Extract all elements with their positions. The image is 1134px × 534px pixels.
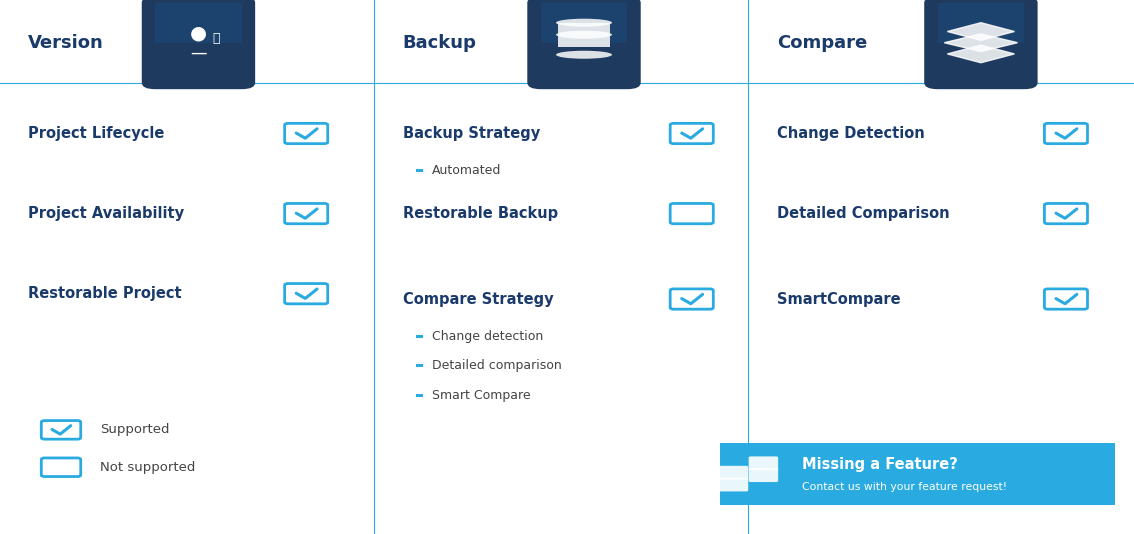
Text: —: — — [191, 44, 206, 62]
FancyBboxPatch shape — [41, 458, 81, 476]
Text: Not supported: Not supported — [100, 461, 195, 474]
Polygon shape — [947, 22, 1015, 40]
FancyBboxPatch shape — [720, 443, 1115, 505]
FancyBboxPatch shape — [41, 421, 81, 439]
FancyBboxPatch shape — [938, 3, 1024, 43]
Bar — [416, 364, 423, 367]
Bar — [416, 169, 423, 172]
FancyBboxPatch shape — [142, 0, 255, 89]
Text: Project Availability: Project Availability — [28, 206, 185, 221]
Bar — [416, 335, 423, 338]
Text: SmartCompare: SmartCompare — [777, 292, 900, 307]
Text: ⌒: ⌒ — [212, 32, 220, 45]
Text: Contact us with your feature request!: Contact us with your feature request! — [802, 482, 1007, 492]
Text: Restorable Backup: Restorable Backup — [403, 206, 558, 221]
Bar — [558, 35, 610, 46]
FancyBboxPatch shape — [719, 466, 748, 480]
Text: Compare: Compare — [777, 34, 868, 52]
FancyBboxPatch shape — [748, 457, 778, 470]
Ellipse shape — [556, 51, 612, 59]
FancyBboxPatch shape — [285, 203, 328, 224]
Text: Change Detection: Change Detection — [777, 126, 924, 141]
Text: Detailed comparison: Detailed comparison — [432, 359, 561, 372]
Text: Missing a Feature?: Missing a Feature? — [802, 457, 957, 472]
Text: Automated: Automated — [432, 164, 501, 177]
Polygon shape — [947, 45, 1015, 62]
Text: Compare Strategy: Compare Strategy — [403, 292, 553, 307]
FancyBboxPatch shape — [1044, 203, 1088, 224]
FancyBboxPatch shape — [541, 3, 627, 43]
Text: Version: Version — [28, 34, 104, 52]
FancyBboxPatch shape — [748, 468, 778, 482]
FancyBboxPatch shape — [155, 3, 242, 43]
Bar — [558, 22, 610, 35]
Text: Change detection: Change detection — [432, 330, 543, 343]
FancyBboxPatch shape — [670, 289, 713, 309]
Ellipse shape — [556, 30, 612, 38]
Text: ●: ● — [191, 23, 206, 42]
Polygon shape — [945, 34, 1017, 51]
FancyBboxPatch shape — [285, 284, 328, 304]
Text: Project Lifecycle: Project Lifecycle — [28, 126, 164, 141]
FancyBboxPatch shape — [719, 477, 748, 491]
Text: Backup Strategy: Backup Strategy — [403, 126, 540, 141]
Text: Restorable Project: Restorable Project — [28, 286, 181, 301]
FancyBboxPatch shape — [1044, 123, 1088, 144]
FancyBboxPatch shape — [670, 203, 713, 224]
Text: Backup: Backup — [403, 34, 476, 52]
Text: Smart Compare: Smart Compare — [432, 389, 531, 402]
FancyBboxPatch shape — [670, 123, 713, 144]
Text: Supported: Supported — [100, 423, 170, 436]
FancyBboxPatch shape — [924, 0, 1038, 89]
Bar — [416, 394, 423, 397]
FancyBboxPatch shape — [527, 0, 641, 89]
FancyBboxPatch shape — [1044, 289, 1088, 309]
Text: Detailed Comparison: Detailed Comparison — [777, 206, 949, 221]
Ellipse shape — [556, 19, 612, 27]
FancyBboxPatch shape — [285, 123, 328, 144]
